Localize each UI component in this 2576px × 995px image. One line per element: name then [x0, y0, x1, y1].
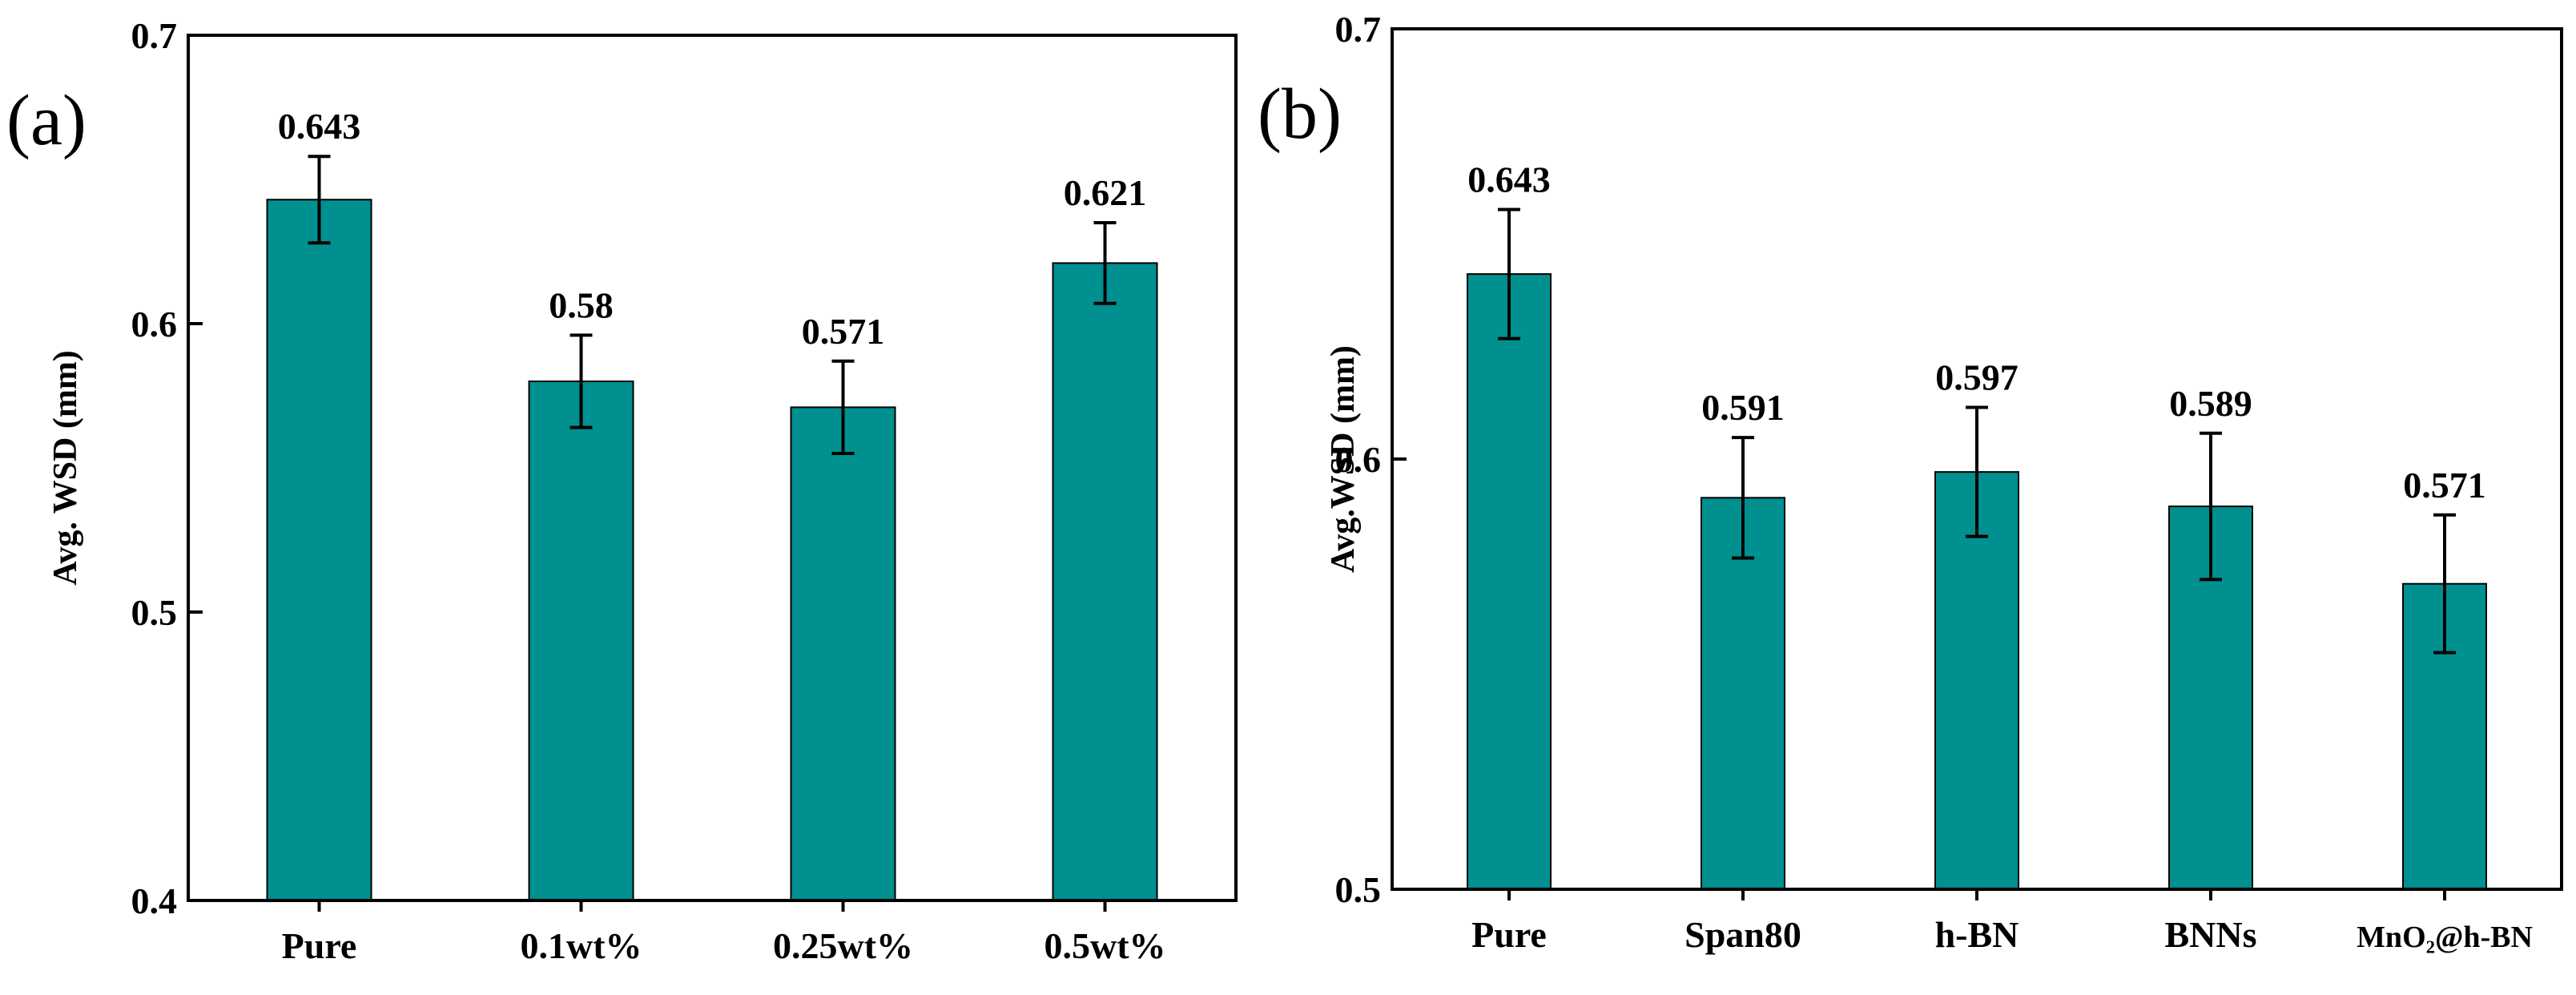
value-label-2: 0.571	[802, 311, 885, 352]
category-label-0: Pure	[282, 925, 357, 966]
category-label-2: 0.25wt%	[773, 925, 913, 966]
panel-label: (b)	[1258, 75, 1342, 154]
y-axis-title: Avg.WSD (mm)	[1325, 345, 1362, 573]
value-label-1: 0.58	[549, 284, 614, 325]
bar-1	[528, 381, 634, 901]
y-tick-label-2: 0.6	[131, 304, 178, 344]
category-label-4: MnO₂@h-BN	[2357, 920, 2533, 954]
category-label-3: BNNs	[2164, 914, 2256, 955]
y-tick-label-0: 0.4	[131, 880, 178, 921]
bar-0	[1467, 273, 1552, 890]
value-label-0: 0.643	[278, 106, 361, 147]
category-label-1: 0.1wt%	[520, 925, 642, 966]
category-label-2: h-BN	[1935, 914, 2019, 955]
value-label-3: 0.589	[2169, 383, 2252, 424]
y-tick-label-1: 0.5	[131, 592, 178, 633]
y-axis-title: Avg. WSD (mm)	[47, 350, 84, 586]
value-label-2: 0.597	[1935, 357, 2019, 398]
bar-0	[266, 199, 372, 901]
panel-label: (a)	[6, 81, 87, 160]
y-tick-label-3: 0.7	[131, 15, 178, 56]
bar-2	[1934, 471, 2019, 890]
y-tick-label-2: 0.7	[1335, 9, 1382, 50]
chart-panel-a: (a) 0.643 Pure 0.58 0.1wt% 0.571 0.25wt% 0.621 0…	[6, 15, 1238, 966]
chart-panel-b: (b) 0.643 Pure 0.591 Span80 0.597 h-BN 0.589 BNN…	[1258, 9, 2563, 955]
y-tick-label-0: 0.5	[1335, 869, 1382, 910]
value-label-4: 0.571	[2403, 465, 2486, 506]
value-label-3: 0.621	[1064, 172, 1147, 213]
value-label-0: 0.643	[1467, 159, 1551, 200]
value-label-1: 0.591	[1701, 387, 1785, 428]
bar-3	[1052, 262, 1158, 901]
bar-2	[790, 406, 896, 901]
plot-frame	[187, 34, 1238, 902]
bar-1	[1701, 497, 1785, 891]
category-label-3: 0.5wt%	[1044, 925, 1165, 966]
category-label-0: Pure	[1471, 914, 1547, 955]
category-label-1: Span80	[1684, 914, 1801, 955]
y-tick-label-1: 0.6	[1335, 439, 1382, 480]
